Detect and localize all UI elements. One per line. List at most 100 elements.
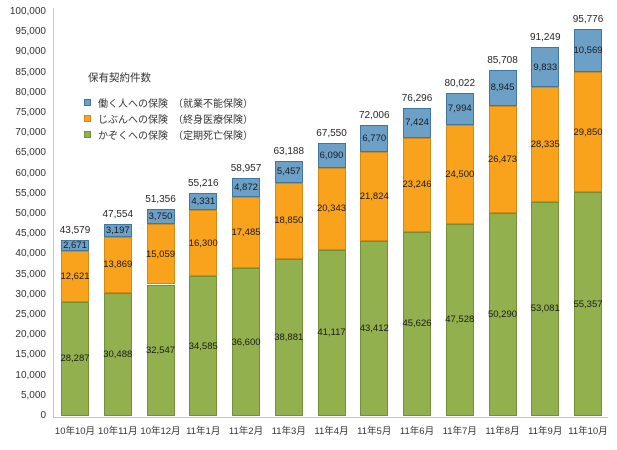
x-axis-category-label: 11年5月 [357,426,392,437]
bar-segment-1 [403,137,431,232]
bar-segment-value-label: 7,994 [447,103,472,115]
bar-segment-value-label: 6,770 [362,133,387,145]
bar-total-label: 72,006 [358,110,390,122]
bar-segment-1 [232,197,260,269]
bar-total-label: 43,579 [59,224,91,236]
bar-segment-1 [189,210,218,277]
bar-segment-value-label: 23,246 [402,179,432,191]
bar-segment-2 [488,69,517,106]
bar-segment-0 [403,231,431,416]
legend-item-2: 働く人への保険 （就業不能保険） [84,94,253,110]
bar-total-label: 47,554 [102,208,134,220]
bar-segment-value-label: 41,117 [317,327,346,339]
y-axis-tick-label: 15,000 [15,349,46,361]
bar-segment-value-label: 53,081 [530,303,560,315]
bar-segment-2 [317,143,346,168]
bar-segment-2 [531,47,560,88]
y-axis-tick-label: 55,000 [15,187,46,199]
bar-segment-2 [189,192,218,211]
bar-segment-value-label: 29,850 [573,126,603,138]
bar-segment-0 [531,201,560,416]
bar-segment-value-label: 16,300 [188,237,218,249]
y-axis-tick-label: 40,000 [15,248,46,260]
bar-segment-value-label: 43,412 [359,322,389,334]
bar-segment-2 [274,160,303,183]
bar-segment-2 [103,223,132,237]
y-axis-tick-label: 50,000 [15,208,46,219]
bar-segment-value-label: 12,621 [60,270,90,282]
bar-total-label: 80,022 [444,77,476,89]
bar-segment-value-label: 18,850 [274,215,304,227]
bar-total-label: 58,957 [230,162,262,174]
bar-segment-value-label: 7,424 [405,117,429,129]
bar-segment-value-label: 15,059 [145,248,176,260]
bar-segment-0 [146,284,175,416]
y-axis-tick-label: 95,000 [15,26,46,38]
bar-segment-value-label: 50,290 [487,308,518,320]
x-axis-category-label: 10年10月 [54,426,96,437]
bar-segment-value-label: 10,569 [573,44,603,56]
x-axis-category-label: 11年8月 [485,426,520,437]
bar-total-label: 55,216 [187,177,219,189]
bar-segment-2 [574,29,602,72]
legend-items: 働く人への保険 （就業不能保険） じぶんへの保険 （終身医療保険） かぞくへの保険 … [84,94,253,142]
bar-total-label: 76,296 [401,92,433,104]
bar-segment-value-label: 26,473 [487,153,518,165]
bar-segment-2 [445,92,474,125]
bar-total-label: 51,356 [145,193,176,205]
bar-segment-0 [445,223,474,416]
bar-segment-0 [103,292,132,416]
x-axis-category-label: 11年7月 [442,426,477,437]
bar-segment-0 [488,212,517,416]
bar-segment-0 [360,240,389,416]
bar-segment-value-label: 20,343 [316,203,347,215]
bar-segment-value-label: 9,833 [533,61,558,73]
bar-segment-value-label: 47,528 [445,314,475,326]
y-axis-tick-label: 70,000 [15,127,46,139]
bar-segment-value-label: 17,485 [231,227,261,239]
x-axis-category-label: 11年6月 [399,426,435,437]
bar-segment-1 [574,71,602,193]
x-axis-category-label: 10年12月 [140,426,181,437]
y-axis-tick-label: 100,000 [9,6,46,17]
bar-segment-value-label: 5,457 [276,166,301,178]
x-axis-category-label: 10年11月 [98,426,138,437]
bar-segment-0 [317,249,346,416]
bar-segment-value-label: 3,750 [148,210,173,222]
bar-segment-2 [403,107,431,138]
bar-segment-value-label: 28,335 [530,138,560,150]
bar-segment-0 [232,268,260,416]
bar-segment-2 [360,125,389,153]
x-axis-line [53,417,608,418]
bar-segment-1 [488,105,517,213]
y-axis-tick-label: 75,000 [15,107,46,118]
legend-item-0: かぞくへの保険 （定期死亡保険） [84,126,253,142]
y-axis-tick-label: 80,000 [15,86,46,98]
bar-segment-value-label: 38,881 [274,331,304,343]
bar-segment-value-label: 45,626 [402,318,432,330]
bar-segment-value-label: 8,945 [490,82,515,94]
y-axis-tick-label: 5,000 [20,389,46,401]
bar-segment-value-label: 21,824 [359,191,389,203]
y-axis-tick-label: 20,000 [15,329,46,341]
y-axis-tick-label: 65,000 [15,147,46,159]
bar-segment-1 [274,182,303,259]
bar-segment-1 [531,87,560,202]
bar-segment-0 [574,192,602,416]
bar-segment-1 [146,223,175,285]
x-axis-category-label: 11年2月 [228,426,264,437]
y-axis-tick-label: 25,000 [15,309,46,320]
legend-color-swatch-icon [84,98,91,106]
bar-segment-0 [274,258,303,416]
bar-segment-1 [360,152,389,241]
bar-segment-1 [317,167,346,250]
bar-segment-value-label: 55,357 [573,298,603,310]
bar-total-label: 67,550 [316,128,347,140]
legend-item-label: かぞくへの保険 （定期死亡保険） [98,130,253,142]
bar-total-label: 91,249 [529,32,561,44]
bar-segment-value-label: 4,331 [191,196,216,208]
y-axis-line [53,8,54,417]
y-axis-tick-label: 90,000 [15,46,46,58]
bar-segment-value-label: 4,872 [234,182,258,194]
